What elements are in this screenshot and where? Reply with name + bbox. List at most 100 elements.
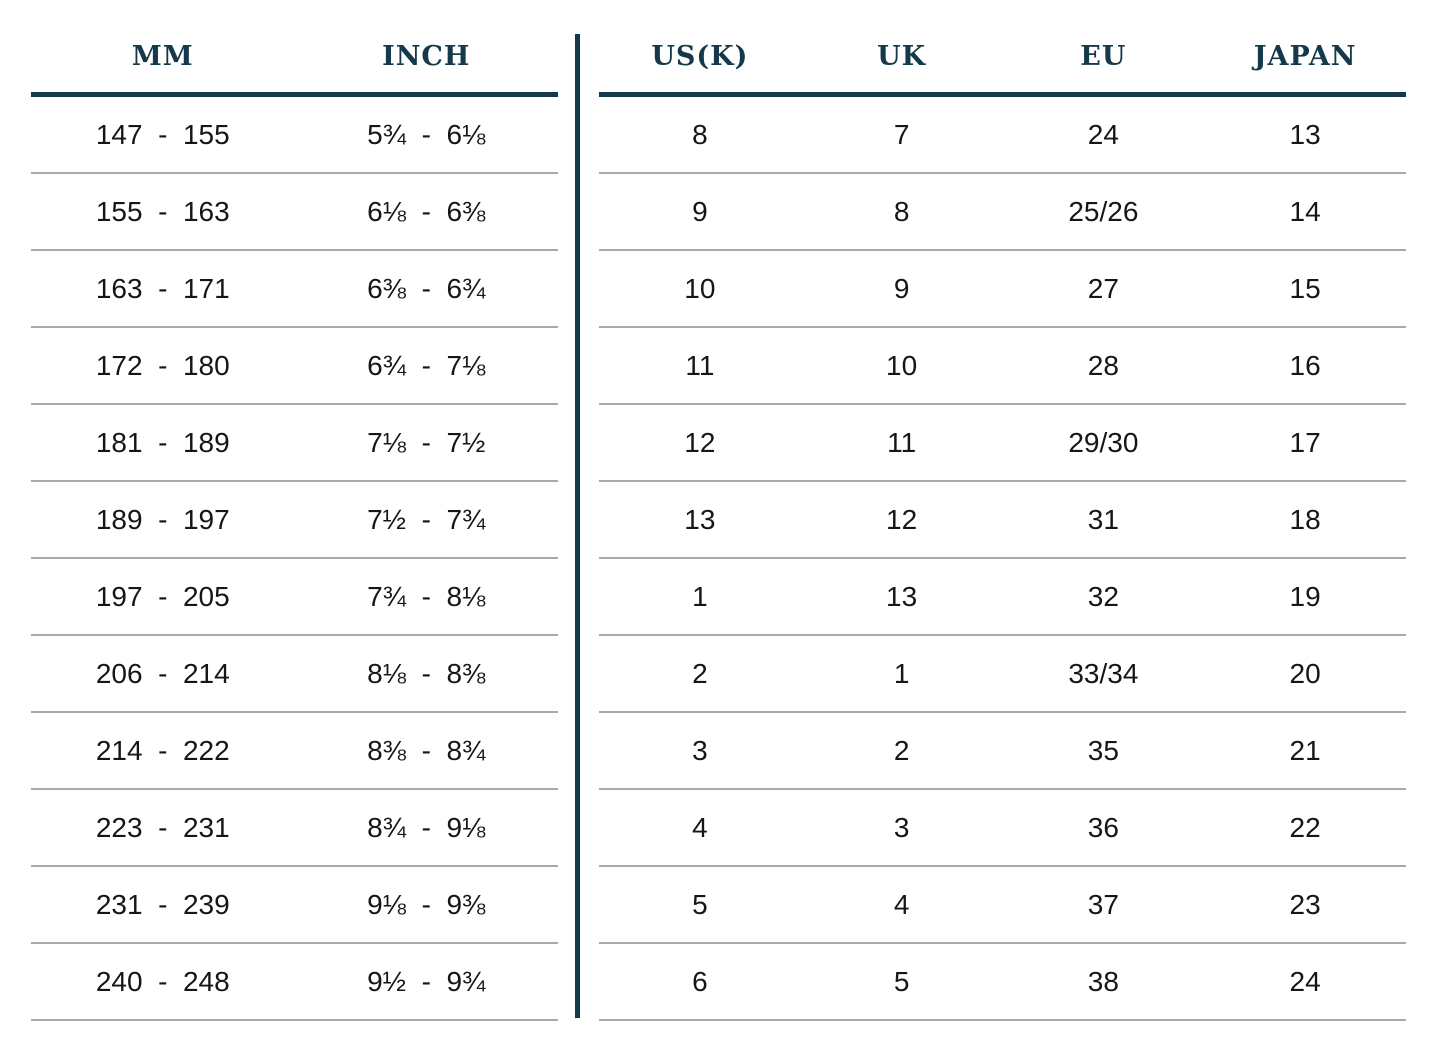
table-cell: 206 - 214: [95, 657, 230, 689]
table-cell: 4: [692, 811, 708, 843]
table-cell: 9⅛ - 9⅜: [367, 888, 486, 920]
table-row: 9 8 25/26 14: [599, 174, 1406, 251]
table-cell: 20: [1289, 657, 1321, 689]
table-row: 172 - 180 6¾ - 7⅛: [31, 328, 558, 405]
table-row: 147 - 155 5¾ - 6⅛: [31, 97, 558, 174]
table-cell: 1: [893, 657, 910, 689]
table-cell: 7¾ - 8⅛: [367, 580, 486, 612]
table-cell: 13: [1289, 118, 1321, 150]
table-row: 197 - 205 7¾ - 8⅛: [31, 559, 558, 636]
table-cell: 14: [1289, 195, 1321, 227]
table-header-row: US(K) UK EU JAPAN: [599, 0, 1406, 97]
table-row: 3 2 35 21: [599, 713, 1406, 790]
table-row: 240 - 248 9½ - 9¾: [31, 944, 558, 1021]
table-cell: 28: [1087, 349, 1119, 381]
table-cell: 19: [1289, 580, 1321, 612]
table-cell: 35: [1087, 734, 1119, 766]
table-cell: 8: [692, 118, 708, 150]
table-cell: 17: [1289, 426, 1321, 458]
table-cell: 8⅜ - 8¾: [367, 734, 486, 766]
column-header-mm: MM: [131, 40, 194, 72]
table-cell: 9: [692, 195, 708, 227]
table-cell: 12: [886, 503, 918, 535]
table-divider: [575, 34, 580, 1018]
table-cell: 21: [1289, 734, 1321, 766]
table-cell: 24: [1289, 965, 1321, 997]
size-table-length: MM INCH 147 - 155 5¾ - 6⅛ 155 - 163 6⅛ -…: [31, 0, 558, 1021]
table-cell: 22: [1289, 811, 1321, 843]
table-cell: 31: [1087, 503, 1119, 535]
table-cell: 5: [692, 888, 708, 920]
table-cell: 5¾ - 6⅛: [367, 118, 486, 150]
table-cell: 27: [1087, 272, 1119, 304]
table-cell: 32: [1087, 580, 1119, 612]
table-cell: 38: [1087, 965, 1119, 997]
table-row: 189 - 197 7½ - 7¾: [31, 482, 558, 559]
table-cell: 25/26: [1068, 195, 1139, 227]
table-cell: 214 - 222: [95, 734, 230, 766]
table-cell: 147 - 155: [95, 118, 230, 150]
table-cell: 23: [1289, 888, 1321, 920]
table-row: 10 9 27 15: [599, 251, 1406, 328]
table-cell: 9½ - 9¾: [367, 965, 486, 997]
table-row: 13 12 31 18: [599, 482, 1406, 559]
table-cell: 172 - 180: [95, 349, 230, 381]
table-row: 155 - 163 6⅛ - 6⅜: [31, 174, 558, 251]
table-cell: 223 - 231: [95, 811, 230, 843]
table-header-row: MM INCH: [31, 0, 558, 97]
table-cell: 11: [887, 426, 917, 458]
table-cell: 10: [886, 349, 918, 381]
table-row: 4 3 36 22: [599, 790, 1406, 867]
table-cell: 7½ - 7¾: [367, 503, 486, 535]
table-cell: 4: [893, 888, 910, 920]
table-cell: 12: [684, 426, 716, 458]
table-cell: 231 - 239: [95, 888, 230, 920]
table-cell: 37: [1087, 888, 1119, 920]
table-cell: 5: [893, 965, 910, 997]
table-cell: 189 - 197: [95, 503, 230, 535]
table-row: 5 4 37 23: [599, 867, 1406, 944]
table-cell: 7⅛ - 7½: [367, 426, 486, 458]
table-cell: 2: [893, 734, 910, 766]
table-cell: 2: [692, 657, 708, 689]
table-cell: 15: [1289, 272, 1321, 304]
table-cell: 10: [684, 272, 716, 304]
table-row: 12 11 29/30 17: [599, 405, 1406, 482]
table-cell: 181 - 189: [95, 426, 230, 458]
table-cell: 16: [1289, 349, 1321, 381]
column-header-japan: JAPAN: [1253, 40, 1357, 72]
column-header-us-k: US(K): [651, 40, 749, 72]
table-cell: 7: [893, 118, 910, 150]
table-row: 11 10 28 16: [599, 328, 1406, 405]
table-cell: 6: [692, 965, 708, 997]
table-cell: 163 - 171: [95, 272, 230, 304]
column-header-eu: EU: [1080, 40, 1127, 72]
table-cell: 6⅜ - 6¾: [367, 272, 486, 304]
table-row: 206 - 214 8⅛ - 8⅜: [31, 636, 558, 713]
table-cell: 11: [685, 349, 715, 381]
table-cell: 8: [893, 195, 910, 227]
table-cell: 240 - 248: [95, 965, 230, 997]
table-cell: 197 - 205: [95, 580, 230, 612]
table-row: 1 13 32 19: [599, 559, 1406, 636]
column-header-uk: UK: [877, 40, 927, 72]
table-cell: 8⅛ - 8⅜: [367, 657, 486, 689]
table-cell: 33/34: [1068, 657, 1139, 689]
size-table-regions: US(K) UK EU JAPAN 8 7 24 13 9 8 25/26 14…: [599, 0, 1406, 1021]
column-header-inch: INCH: [382, 40, 471, 72]
table-row: 6 5 38 24: [599, 944, 1406, 1021]
table-cell: 1: [692, 580, 708, 612]
table-cell: 36: [1087, 811, 1119, 843]
table-cell: 9: [893, 272, 910, 304]
table-cell: 24: [1087, 118, 1119, 150]
table-row: 231 - 239 9⅛ - 9⅜: [31, 867, 558, 944]
table-row: 223 - 231 8¾ - 9⅛: [31, 790, 558, 867]
table-cell: 18: [1289, 503, 1321, 535]
table-row: 163 - 171 6⅜ - 6¾: [31, 251, 558, 328]
table-row: 181 - 189 7⅛ - 7½: [31, 405, 558, 482]
table-cell: 3: [692, 734, 708, 766]
table-cell: 29/30: [1068, 426, 1139, 458]
table-cell: 155 - 163: [95, 195, 230, 227]
table-row: 8 7 24 13: [599, 97, 1406, 174]
table-cell: 8¾ - 9⅛: [367, 811, 486, 843]
